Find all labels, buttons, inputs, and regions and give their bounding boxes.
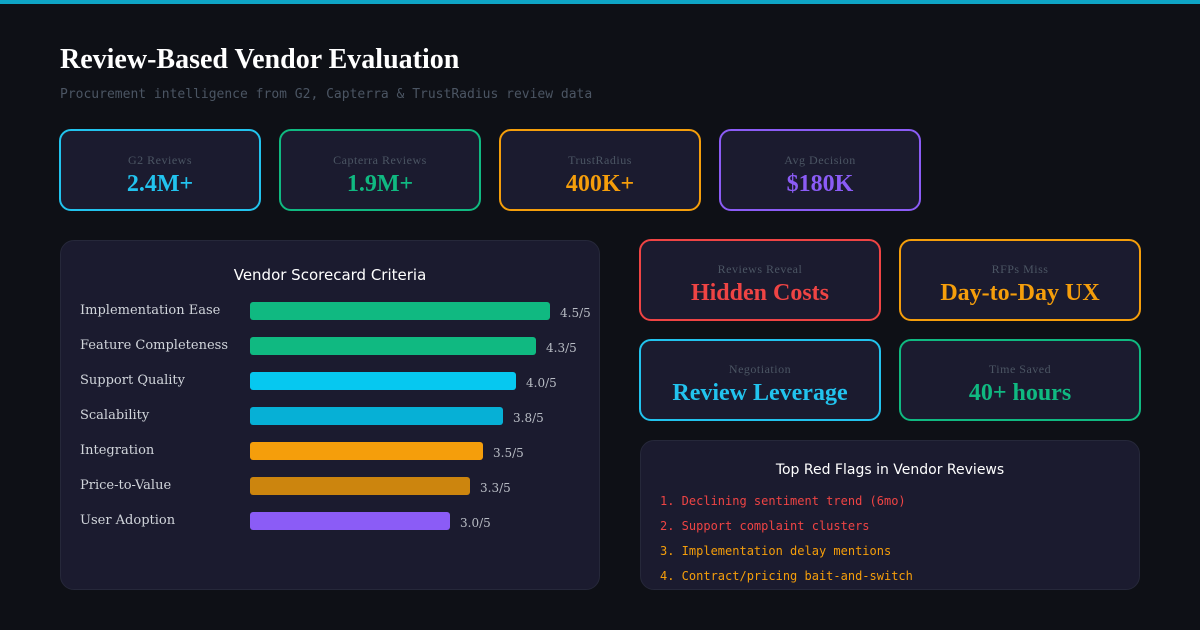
insight-value: Review Leverage <box>672 380 848 406</box>
stat-value: 400K+ <box>565 171 635 197</box>
stat-card-capterra-reviews: Capterra Reviews 1.9M+ <box>279 129 481 211</box>
stat-value: 1.9M+ <box>346 171 414 197</box>
stat-label: TrustRadius <box>568 153 632 167</box>
insight-card-day-to-day-ux: RFPs Miss Day-to-Day UX <box>899 239 1141 321</box>
stat-label: Avg Decision <box>784 153 856 167</box>
insight-label: Time Saved <box>988 362 1052 376</box>
insight-label: RFPs Miss <box>991 262 1049 276</box>
scorecard-title: Vendor Scorecard Criteria <box>233 266 427 284</box>
criterion-label: Support Quality <box>80 373 185 388</box>
score-bar <box>250 407 503 425</box>
score-bar <box>250 372 516 390</box>
criterion-label: Integration <box>80 443 155 458</box>
score-value: 4.0/5 <box>526 376 557 390</box>
red-flag-item: 4. Contract/pricing bait-and-switch <box>660 569 913 583</box>
insight-card-review-leverage: Negotiation Review Leverage <box>639 339 881 421</box>
criterion-label: Implementation Ease <box>80 303 221 318</box>
score-value: 4.3/5 <box>546 341 577 355</box>
red-flags-panel: Top Red Flags in Vendor Reviews <box>640 440 1140 590</box>
score-value: 3.3/5 <box>480 481 511 495</box>
insight-label: Reviews Reveal <box>717 262 803 276</box>
insight-card-hidden-costs: Reviews Reveal Hidden Costs <box>639 239 881 321</box>
stat-card-g2-reviews: G2 Reviews 2.4M+ <box>59 129 261 211</box>
stat-value: 2.4M+ <box>126 171 194 197</box>
criterion-label: Feature Completeness <box>80 338 228 353</box>
criterion-label: Scalability <box>80 408 150 423</box>
stat-label: Capterra Reviews <box>333 153 427 167</box>
criterion-label: User Adoption <box>80 513 176 528</box>
score-value: 3.8/5 <box>513 411 544 425</box>
score-bar <box>250 302 550 320</box>
stat-card-trustradius: TrustRadius 400K+ <box>499 129 701 211</box>
page-subtitle: Procurement intelligence from G2, Capter… <box>60 87 593 102</box>
score-value: 4.5/5 <box>560 306 591 320</box>
stat-value: $180K <box>786 171 854 197</box>
red-flag-item: 2. Support complaint clusters <box>660 519 870 533</box>
insight-card-time-saved: Time Saved 40+ hours <box>899 339 1141 421</box>
stat-card-avg-decision: Avg Decision $180K <box>719 129 921 211</box>
red-flags-title: Top Red Flags in Vendor Reviews <box>775 462 1005 478</box>
red-flag-item: 1. Declining sentiment trend (6mo) <box>660 494 906 508</box>
score-bar <box>250 442 483 460</box>
insight-value: Day-to-Day UX <box>940 280 1100 306</box>
insight-value: 40+ hours <box>968 380 1072 406</box>
page-title: Review-Based Vendor Evaluation <box>60 44 460 75</box>
criterion-label: Price-to-Value <box>80 478 172 493</box>
red-flag-item: 3. Implementation delay mentions <box>660 544 892 558</box>
top-accent-bar <box>0 0 1200 4</box>
score-bar <box>250 512 450 530</box>
score-bar <box>250 477 470 495</box>
insight-value: Hidden Costs <box>690 280 830 306</box>
score-value: 3.0/5 <box>460 516 491 530</box>
stat-label: G2 Reviews <box>128 153 192 167</box>
score-bar <box>250 337 536 355</box>
insight-label: Negotiation <box>728 362 792 376</box>
score-value: 3.5/5 <box>493 446 524 460</box>
